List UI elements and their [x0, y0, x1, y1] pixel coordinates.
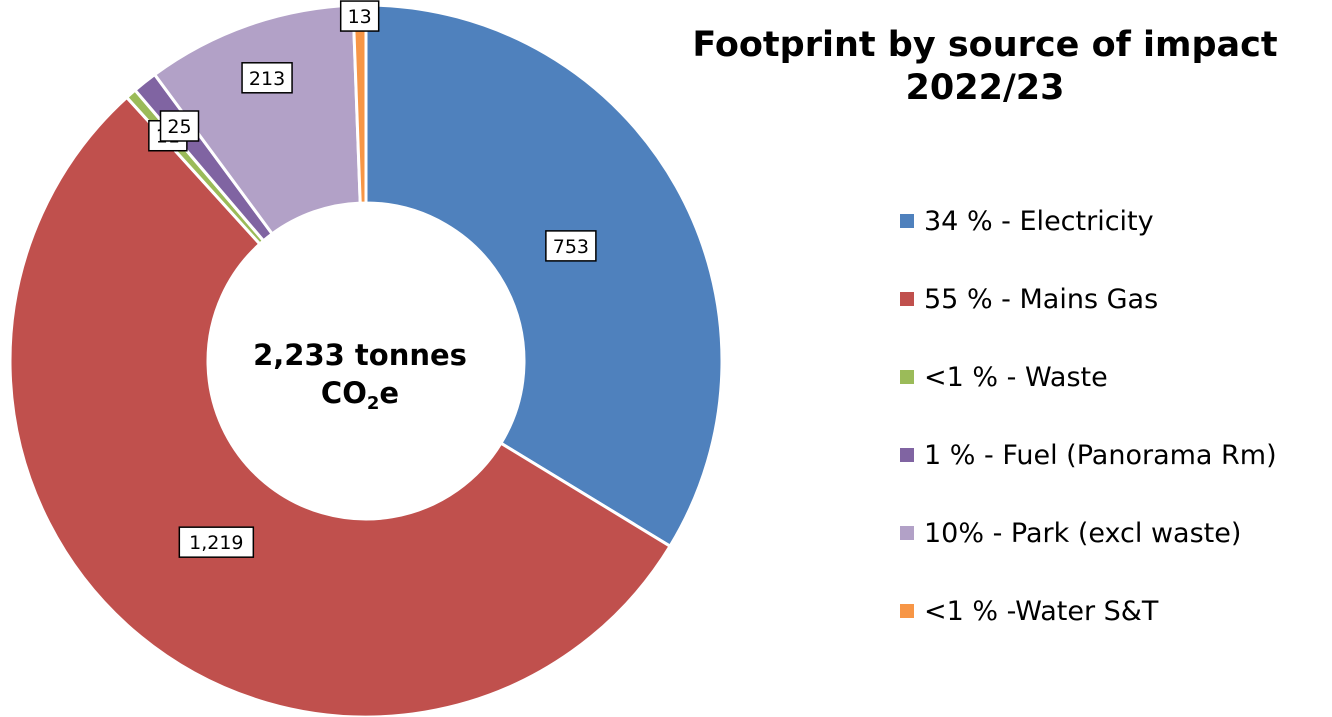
legend-label-5: <1 % -Water S&T: [924, 595, 1159, 627]
legend-swatch-2: [900, 370, 914, 384]
center-unit-tail: e: [379, 376, 400, 410]
donut-center-label: 2,233 tonnes CO2e: [210, 336, 510, 414]
legend-label-2: <1 % - Waste: [924, 361, 1108, 393]
data-label-4: 213: [241, 62, 293, 94]
data-label-box-5: [339, 0, 380, 32]
data-label-text-0: 753: [553, 236, 589, 258]
legend-swatch-5: [900, 604, 914, 618]
legend-item-4: 10% - Park (excl waste): [900, 513, 1241, 553]
center-total: 2,233 tonnes: [253, 338, 467, 372]
legend-item-2: <1 % - Waste: [900, 357, 1108, 397]
data-label-text-5: 13: [348, 6, 372, 28]
center-unit-main: CO: [320, 376, 367, 410]
legend-swatch-3: [900, 448, 914, 462]
legend-swatch-1: [900, 292, 914, 306]
legend-item-0: 34 % - Electricity: [900, 201, 1154, 241]
data-label-0: 753: [545, 230, 597, 262]
data-label-1: 1,219: [178, 526, 255, 558]
chart-title-line-1: Footprint by source of impact: [692, 25, 1278, 65]
data-label-box-0: [545, 230, 597, 262]
legend-item-1: 55 % - Mains Gas: [900, 279, 1158, 319]
center-unit-sub: 2: [366, 393, 380, 414]
legend-label-1: 55 % - Mains Gas: [924, 283, 1159, 315]
data-label-text-4: 213: [249, 68, 285, 90]
data-label-box-4: [241, 62, 293, 94]
data-label-box-1: [178, 526, 255, 558]
donut-slices: [8, 3, 724, 717]
legend-label-3: 1 % - Fuel (Panorama Rm): [924, 439, 1277, 471]
data-label-3: 25: [159, 110, 200, 142]
data-label-5: 13: [339, 0, 380, 32]
chart-title-line-2: 2022/23: [905, 68, 1065, 108]
data-label-text-3: 25: [167, 116, 191, 138]
legend-label-0: 34 % - Electricity: [924, 205, 1154, 237]
legend-swatch-0: [900, 214, 914, 228]
chart-title: Footprint by source of impact 2022/23: [640, 24, 1330, 110]
legend-label-4: 10% - Park (excl waste): [924, 517, 1242, 549]
legend-swatch-4: [900, 526, 914, 540]
legend-item-3: 1 % - Fuel (Panorama Rm): [900, 435, 1277, 475]
center-unit: CO2e: [210, 374, 510, 414]
data-label-text-1: 1,219: [189, 532, 243, 554]
data-label-box-3: [159, 110, 200, 142]
legend-item-5: <1 % -Water S&T: [900, 591, 1158, 631]
slice-0: [364, 3, 724, 549]
slice-1: [8, 95, 673, 717]
